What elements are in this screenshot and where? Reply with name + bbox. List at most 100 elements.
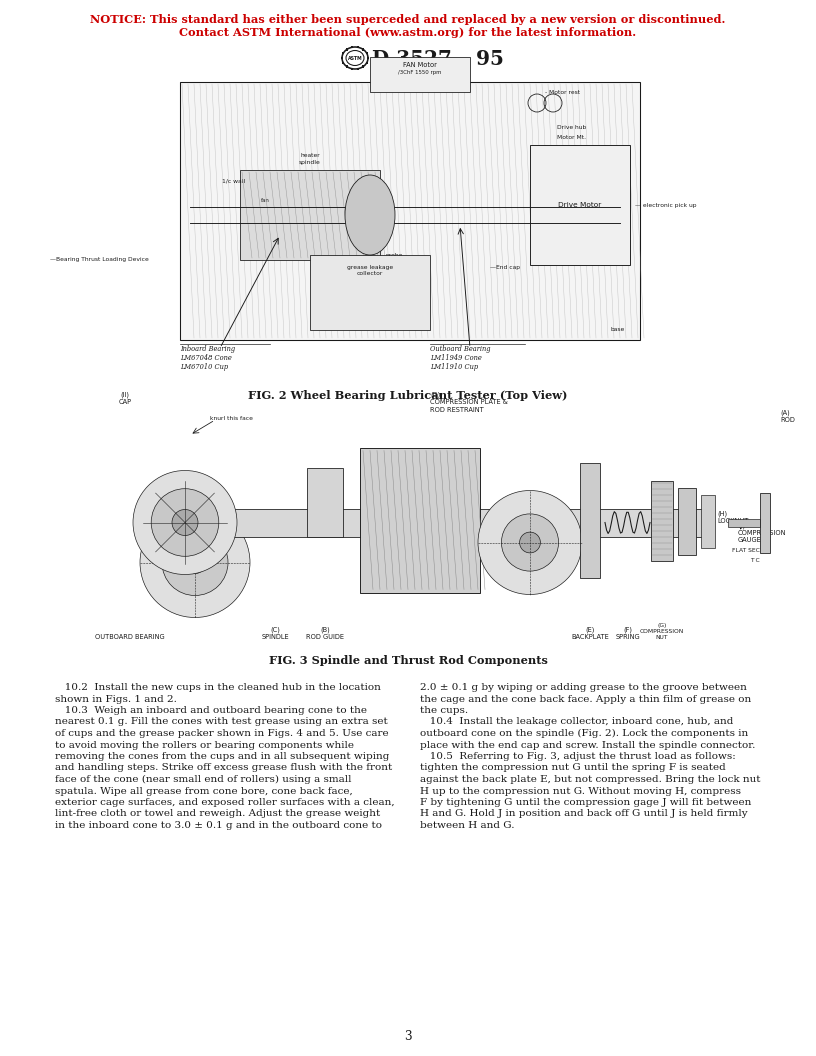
Text: hub: hub (359, 245, 370, 250)
Text: 10.4  Install the leakage collector, inboard cone, hub, and: 10.4 Install the leakage collector, inbo… (420, 717, 734, 727)
Circle shape (172, 509, 198, 535)
Text: (G)
COMPRESSION
NUT: (G) COMPRESSION NUT (640, 623, 684, 640)
Text: lint-free cloth or towel and reweigh. Adjust the grease weight: lint-free cloth or towel and reweigh. Ad… (55, 810, 380, 818)
Bar (357, 46, 359, 49)
Text: FLAT SEC: FLAT SEC (732, 548, 760, 553)
Bar (651, 480, 673, 561)
Text: the cups.: the cups. (420, 706, 468, 715)
Bar (367, 57, 369, 59)
Text: T C: T C (751, 558, 760, 563)
Bar (210, 509, 705, 536)
Text: FAN Motor: FAN Motor (403, 62, 437, 68)
Bar (346, 65, 348, 68)
Text: spindle: spindle (299, 161, 321, 165)
Bar (530, 145, 630, 265)
Text: in the inboard cone to 3.0 ± 0.1 g and in the outboard cone to: in the inboard cone to 3.0 ± 0.1 g and i… (55, 821, 382, 830)
Circle shape (520, 532, 540, 553)
Text: probe: probe (385, 253, 402, 258)
Text: (H)
LOCKNUT: (H) LOCKNUT (717, 511, 748, 524)
Text: —Bearing Thrust Loading Device: —Bearing Thrust Loading Device (50, 258, 149, 263)
Text: H and G. Hold J in position and back off G until J is held firmly: H and G. Hold J in position and back off… (420, 810, 747, 818)
Bar (701, 494, 715, 547)
Text: base: base (610, 327, 625, 332)
Text: (D)
COMPRESSION PLATE &
ROD RESTRAINT: (D) COMPRESSION PLATE & ROD RESTRAINT (430, 392, 508, 413)
Text: (F)
SPRING: (F) SPRING (615, 626, 640, 640)
Text: Drive hub: Drive hub (557, 125, 586, 130)
Text: Motor Mt.: Motor Mt. (557, 135, 586, 140)
Text: FIG. 3 Spindle and Thrust Rod Components: FIG. 3 Spindle and Thrust Rod Components (268, 655, 548, 666)
Circle shape (162, 529, 228, 596)
Bar (342, 52, 344, 55)
Text: shown in Figs. 1 and 2.: shown in Figs. 1 and 2. (55, 695, 177, 703)
Text: Inboard Bearing
LM67048 Cone
LM67010 Cup: Inboard Bearing LM67048 Cone LM67010 Cup (180, 345, 235, 372)
Text: tighten the compression nut G until the spring F is seated: tighten the compression nut G until the … (420, 763, 725, 773)
Text: of cups and the grease packer shown in Figs. 4 and 5. Use care: of cups and the grease packer shown in F… (55, 729, 388, 738)
Text: against the back plate E, but not compressed. Bring the lock nut: against the back plate E, but not compre… (420, 775, 761, 784)
Circle shape (478, 490, 582, 595)
Bar (362, 49, 364, 51)
Text: (C)
SPINDLE: (C) SPINDLE (261, 626, 289, 640)
Bar (366, 61, 368, 64)
Bar (342, 61, 344, 64)
Bar (357, 68, 359, 70)
Text: (B)
ROD GUIDE: (B) ROD GUIDE (306, 626, 344, 640)
Bar (346, 49, 348, 51)
Text: the cage and the cone back face. Apply a thin film of grease on: the cage and the cone back face. Apply a… (420, 695, 752, 703)
Text: 10.5  Referring to Fig. 3, adjust the thrust load as follows:: 10.5 Referring to Fig. 3, adjust the thr… (420, 752, 736, 761)
Text: nearest 0.1 g. Fill the cones with test grease using an extra set: nearest 0.1 g. Fill the cones with test … (55, 717, 388, 727)
Text: D 3527 – 95: D 3527 – 95 (372, 49, 503, 69)
Circle shape (184, 551, 206, 573)
Bar (580, 463, 600, 578)
Bar (360, 448, 480, 592)
Text: —End cap: —End cap (490, 265, 520, 270)
Bar (351, 68, 353, 70)
Bar (678, 488, 696, 554)
Text: between H and G.: between H and G. (420, 821, 515, 830)
Bar (351, 46, 353, 49)
Text: to avoid moving the rollers or bearing components while: to avoid moving the rollers or bearing c… (55, 740, 354, 750)
Circle shape (151, 489, 219, 557)
Bar (341, 57, 344, 59)
Bar (728, 518, 760, 527)
Text: (II)
CAP: (II) CAP (118, 392, 131, 406)
Text: 2.0 ± 0.1 g by wiping or adding grease to the groove between: 2.0 ± 0.1 g by wiping or adding grease t… (420, 683, 747, 692)
Bar (240, 170, 380, 260)
Text: 10.2  Install the new cups in the cleaned hub in the location: 10.2 Install the new cups in the cleaned… (55, 683, 381, 692)
Bar (362, 65, 364, 68)
Text: fan: fan (260, 197, 269, 203)
Text: removing the cones from the cups and in all subsequent wiping: removing the cones from the cups and in … (55, 752, 389, 761)
Text: F by tightening G until the compression gage J will fit between: F by tightening G until the compression … (420, 798, 752, 807)
Text: place with the end cap and screw. Install the spindle connector.: place with the end cap and screw. Instal… (420, 740, 756, 750)
Bar (366, 52, 368, 55)
Text: /3ChF 1550 rpm: /3ChF 1550 rpm (398, 70, 441, 75)
Text: (E)
BACKPLATE: (E) BACKPLATE (571, 626, 609, 640)
Text: 1/c wall: 1/c wall (222, 178, 245, 184)
Bar (307, 468, 343, 536)
Text: FIG. 2 Wheel Bearing Lubricant Tester (Top View): FIG. 2 Wheel Bearing Lubricant Tester (T… (248, 390, 568, 401)
Text: - Motor rest: - Motor rest (545, 90, 580, 95)
Text: face of the cone (near small end of rollers) using a small: face of the cone (near small end of roll… (55, 775, 352, 785)
Text: 10.3  Weigh an inboard and outboard bearing cone to the: 10.3 Weigh an inboard and outboard beari… (55, 706, 367, 715)
Text: Drive Motor: Drive Motor (558, 202, 601, 208)
Text: heater: heater (300, 153, 320, 158)
Text: and handling steps. Strike off excess grease flush with the front: and handling steps. Strike off excess gr… (55, 763, 392, 773)
Text: grease leakage
collector: grease leakage collector (347, 265, 393, 276)
Text: (A)
ROD: (A) ROD (780, 410, 795, 423)
Text: H up to the compression nut G. Without moving H, compress: H up to the compression nut G. Without m… (420, 787, 741, 795)
Circle shape (133, 471, 237, 574)
Bar (760, 492, 770, 552)
Circle shape (140, 508, 250, 618)
Bar (180, 82, 640, 340)
Text: spatula. Wipe all grease from cone bore, cone back face,: spatula. Wipe all grease from cone bore,… (55, 787, 353, 795)
Bar (310, 254, 430, 329)
Text: Outboard Bearing
LM11949 Cone
LM11910 Cup: Outboard Bearing LM11949 Cone LM11910 Cu… (430, 345, 490, 372)
Text: (J)
COMPRESSION
GAUGE: (J) COMPRESSION GAUGE (738, 523, 787, 543)
Ellipse shape (345, 175, 395, 254)
Text: exterior cage surfaces, and exposed roller surfaces with a clean,: exterior cage surfaces, and exposed roll… (55, 798, 395, 807)
Text: outboard cone on the spindle (Fig. 2). Lock the components in: outboard cone on the spindle (Fig. 2). L… (420, 729, 748, 738)
Bar (370, 57, 470, 92)
Text: ASTM: ASTM (348, 56, 362, 60)
Circle shape (501, 514, 559, 571)
Text: 3: 3 (404, 1030, 412, 1043)
Text: Contact ASTM International (www.astm.org) for the latest information.: Contact ASTM International (www.astm.org… (180, 27, 636, 38)
